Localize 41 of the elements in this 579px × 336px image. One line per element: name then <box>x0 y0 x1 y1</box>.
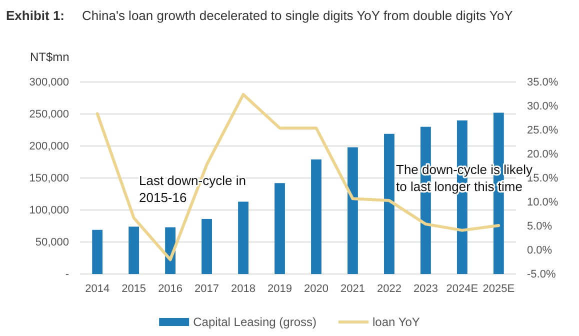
y-axis-title: NT$mn <box>30 50 70 64</box>
legend-label: loan YoY <box>372 315 420 329</box>
bar <box>274 183 285 274</box>
bar <box>202 218 212 274</box>
chart-title: Exhibit 1: <box>6 8 65 23</box>
bar <box>384 134 394 274</box>
annotation: Last down-cycle in 2015-16 <box>139 173 246 205</box>
x-tick-label: 2023 <box>413 282 438 295</box>
y-tick-label: - <box>65 268 70 281</box>
y-tick-label: 300,000 <box>29 76 69 89</box>
x-tick-label: 2025E <box>482 282 515 295</box>
x-tick-label: 2017 <box>194 282 220 295</box>
y2-tick-label: 5.0% <box>527 220 552 233</box>
x-tick-label: 2021 <box>340 282 365 295</box>
bar <box>238 202 248 274</box>
x-tick-label: 2022 <box>376 282 402 295</box>
x-tick-label: 2024E <box>446 282 478 295</box>
y2-tick-label: 10.0% <box>527 196 558 209</box>
x-tick-label: 2019 <box>268 282 292 295</box>
y2-tick-label: 20.0% <box>527 148 558 161</box>
x-tick-label: 2014 <box>85 282 110 295</box>
x-tick-label: 2018 <box>231 282 256 295</box>
chart-subtitle: China's loan growth decelerated to single digits YoY from double digits YoY <box>82 8 514 23</box>
x-tick-label: 2016 <box>158 282 183 295</box>
x-tick-label: 2015 <box>122 282 146 295</box>
y-tick-label: 100,000 <box>29 204 69 217</box>
y2-tick-label: 30.0% <box>527 100 558 113</box>
bar <box>92 230 103 274</box>
y-tick-label: 200,000 <box>29 140 69 153</box>
bar <box>348 147 358 274</box>
legend-label: Capital Leasing (gross) <box>193 315 317 329</box>
x-tick-label: 2020 <box>304 282 328 295</box>
y2-tick-label: 0.0% <box>527 244 552 257</box>
y2-tick-label: 35.0% <box>527 76 558 89</box>
y-tick-label: 150,000 <box>29 172 69 185</box>
bar <box>128 226 140 274</box>
y-tick-label: 50,000 <box>35 236 69 249</box>
y2-tick-label: 25.0% <box>527 124 558 137</box>
y-tick-label: 250,000 <box>29 108 69 121</box>
y2-tick-label: -5.0% <box>527 268 556 281</box>
bar <box>311 159 322 274</box>
